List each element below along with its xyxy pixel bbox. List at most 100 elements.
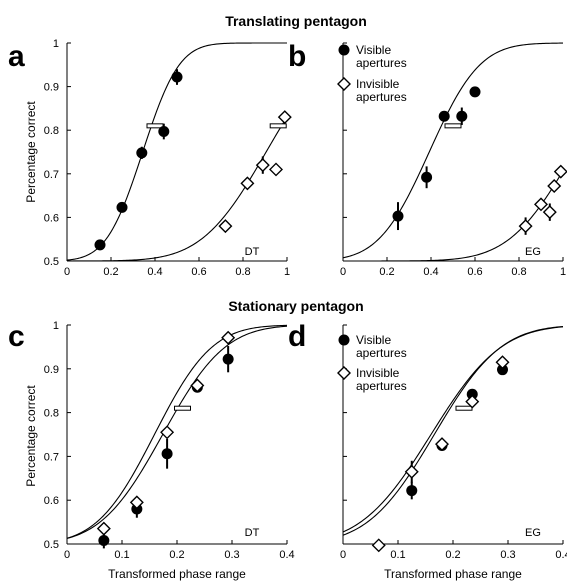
y-tick-label-c: 0.5 bbox=[44, 539, 59, 551]
plot-area-a: 0 0.2 0.4 0.6 0.8 1 0.5 0.6 0.7 0.8 0.9 1 bbox=[44, 38, 292, 278]
fit-curve-a-1 bbox=[67, 116, 288, 262]
data-point-invisible-b bbox=[553, 164, 567, 179]
y-tick-label-a: 0.5 bbox=[44, 256, 59, 268]
data-point-invisible-d bbox=[495, 355, 510, 370]
legend-label-invisible-b: Invisible apertures bbox=[356, 77, 407, 104]
data-point-visible-b bbox=[456, 110, 468, 122]
data-point-invisible-b bbox=[518, 219, 533, 234]
panel-letter-a: a bbox=[8, 40, 25, 73]
panel-c: 0 0.1 0.2 0.3 0.4 0.5 0.6 0.7 0.8 0.9 1 Percentage… bbox=[24, 320, 295, 581]
data-point-visible-c bbox=[98, 534, 110, 546]
x-tick-label-b: 0.8 bbox=[511, 266, 526, 278]
data-point-invisible-b bbox=[542, 205, 557, 220]
legend-marker-visible-b bbox=[338, 44, 350, 56]
x-tick-label-a: 0 bbox=[64, 266, 70, 278]
data-point-invisible-c bbox=[160, 425, 175, 440]
observer-tag-c: DT bbox=[245, 527, 260, 539]
legend-label-invisible-d: Invisible apertures bbox=[356, 366, 407, 393]
data-point-invisible-d bbox=[371, 538, 386, 553]
panel-b: 0 0.2 0.4 0.6 0.8 1 EG Visible apertures Invi… bbox=[337, 42, 567, 278]
x-tick-label-b: 0 bbox=[340, 266, 346, 278]
y-tick-label-a: 0.9 bbox=[44, 82, 59, 94]
x-tick-label-b: 0.6 bbox=[467, 266, 482, 278]
x-tick-label-a: 0.6 bbox=[191, 266, 206, 278]
x-tick-label-c: 0.3 bbox=[224, 549, 239, 561]
threshold-marker-d-0 bbox=[455, 405, 473, 411]
data-point-invisible-d bbox=[435, 437, 449, 452]
x-tick-label-a: 1 bbox=[284, 266, 290, 278]
data-point-invisible-a bbox=[277, 110, 292, 125]
data-point-invisible-c bbox=[221, 330, 236, 345]
fit-curve-d-1 bbox=[342, 326, 564, 533]
fit-curve-c-0 bbox=[66, 325, 288, 539]
legend-b: Visible apertures Invisible apertures bbox=[337, 43, 407, 104]
plot-area-c: 0 0.1 0.2 0.3 0.4 0.5 0.6 0.7 0.8 0.9 1 bbox=[44, 320, 295, 561]
y-tick-label-c: 0.9 bbox=[44, 364, 59, 376]
y-axis-label-a: Percentage correct bbox=[24, 101, 38, 203]
row-title-translating: Translating pentagon bbox=[225, 13, 367, 29]
x-tick-label-d: 0.2 bbox=[445, 549, 460, 561]
data-point-visible-d bbox=[497, 364, 508, 376]
y-axis-label-c: Percentage correct bbox=[24, 385, 38, 487]
observer-tag-a: DT bbox=[245, 246, 260, 258]
legend-label-visible-b-line1: Visible bbox=[356, 43, 391, 57]
legend-label-visible-d-line1: Visible bbox=[356, 333, 391, 347]
data-point-visible-b bbox=[469, 86, 481, 98]
legend-label-invisible-b-line1: Invisible bbox=[356, 77, 400, 91]
legend-label-visible-b: Visible apertures bbox=[356, 43, 407, 70]
data-point-visible-a bbox=[94, 239, 106, 251]
panel-letter-d: d bbox=[288, 320, 306, 353]
legend-marker-invisible-b bbox=[337, 77, 351, 91]
x-tick-label-b: 0.2 bbox=[379, 266, 394, 278]
data-point-invisible-c bbox=[96, 521, 111, 536]
x-tick-label-d: 0.3 bbox=[500, 549, 515, 561]
data-point-invisible-a bbox=[255, 158, 270, 173]
data-point-visible-a bbox=[158, 126, 170, 138]
data-point-visible-a bbox=[116, 201, 128, 213]
legend-label-invisible-d-line1: Invisible bbox=[356, 366, 400, 380]
data-point-visible-a bbox=[171, 71, 183, 83]
data-point-visible-b bbox=[421, 171, 433, 183]
row-title-stationary: Stationary pentagon bbox=[228, 298, 363, 314]
threshold-marker-c-0 bbox=[174, 405, 191, 411]
y-tick-label-a: 0.7 bbox=[44, 169, 59, 181]
data-point-invisible-c bbox=[129, 495, 144, 510]
x-tick-label-c: 0.2 bbox=[169, 549, 184, 561]
y-tick-label-a: 1 bbox=[53, 38, 59, 50]
y-tick-label-c: 0.7 bbox=[44, 451, 59, 463]
data-point-visible-b bbox=[392, 210, 404, 222]
legend-label-invisible-d-line2: apertures bbox=[356, 379, 407, 393]
legend-label-invisible-b-line2: apertures bbox=[356, 90, 407, 104]
x-axis-label-c: Transformed phase range bbox=[108, 567, 246, 581]
legend-marker-invisible-d bbox=[337, 366, 351, 380]
data-point-invisible-b bbox=[547, 179, 562, 193]
x-tick-label-c: 0.4 bbox=[279, 549, 294, 561]
x-axis-label-d: Transformed phase range bbox=[384, 567, 522, 581]
data-point-invisible-d bbox=[404, 464, 419, 479]
plot-area-d: 0 0.1 0.2 0.3 0.4 bbox=[340, 324, 567, 561]
x-tick-label-d: 0.4 bbox=[555, 549, 567, 561]
x-tick-label-a: 0.2 bbox=[103, 266, 118, 278]
y-tick-label-c: 1 bbox=[53, 320, 59, 332]
data-point-invisible-d bbox=[465, 394, 480, 409]
threshold-marker-a-1 bbox=[269, 123, 287, 129]
x-tick-label-d: 0.1 bbox=[390, 549, 405, 561]
y-tick-label-c: 0.6 bbox=[44, 495, 59, 507]
legend-label-visible-d: Visible apertures bbox=[356, 333, 407, 360]
fit-curve-b-0 bbox=[342, 42, 564, 259]
panel-letter-c: c bbox=[8, 320, 25, 353]
data-point-invisible-c bbox=[190, 378, 205, 393]
data-point-visible-a bbox=[136, 147, 148, 159]
data-point-invisible-b bbox=[534, 197, 548, 212]
panel-a: 0 0.2 0.4 0.6 0.8 1 0.5 0.6 0.7 0.8 0.9 1 Percentag… bbox=[24, 38, 292, 278]
x-tick-label-d: 0 bbox=[340, 549, 346, 561]
data-point-invisible-a bbox=[240, 176, 255, 191]
data-point-invisible-a bbox=[269, 162, 283, 177]
x-tick-label-a: 0.4 bbox=[147, 266, 162, 278]
data-point-visible-c bbox=[222, 353, 234, 365]
observer-tag-d: EG bbox=[525, 527, 541, 539]
x-tick-label-c: 0.1 bbox=[114, 549, 129, 561]
data-point-visible-b bbox=[438, 110, 450, 122]
legend-label-visible-b-line2: apertures bbox=[356, 56, 407, 70]
